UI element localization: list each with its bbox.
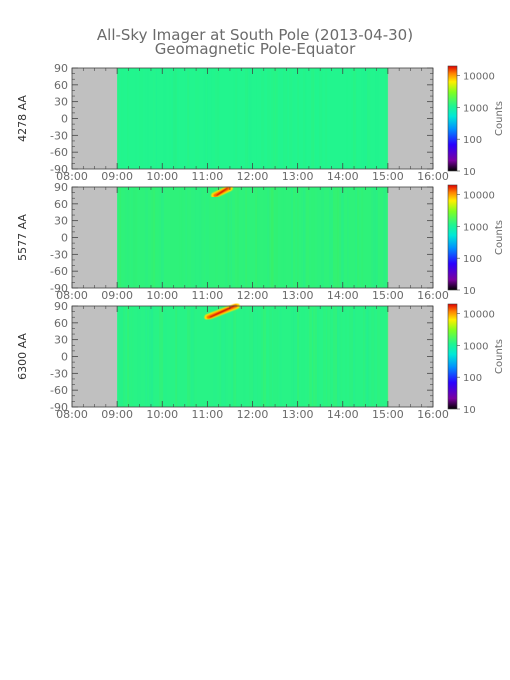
- y-axis-label: 6300 AA: [16, 333, 29, 380]
- x-tick-label: 16:00: [417, 408, 449, 421]
- colorbar-tick-label: 10000: [463, 191, 495, 202]
- x-tick-label: 14:00: [327, 289, 359, 302]
- figure-subtitle: Geomagnetic Pole-Equator: [155, 40, 356, 58]
- x-tick-label: 08:00: [56, 408, 88, 421]
- y-tick-label: -90: [50, 163, 68, 176]
- x-tick-label: 15:00: [372, 408, 404, 421]
- x-tick-label: 14:00: [327, 170, 359, 183]
- x-tick-label: 13:00: [282, 408, 314, 421]
- colorbar-tick-label: 1000: [463, 341, 488, 352]
- y-tick-label: 60: [54, 198, 68, 211]
- x-tick-label: 09:00: [101, 289, 133, 302]
- y-tick-label: 60: [54, 317, 68, 330]
- colorbar-tick-label: 1000: [463, 222, 488, 233]
- y-tick-label: 0: [61, 113, 68, 126]
- x-tick-label: 10:00: [146, 408, 178, 421]
- x-tick-label: 14:00: [327, 408, 359, 421]
- colorbar-tick-label: 10000: [463, 310, 495, 321]
- colorbar: 10000 1000 100 10 Counts: [447, 303, 505, 416]
- x-tick-label: 12:00: [237, 408, 269, 421]
- colorbar-tick-label: 10: [463, 286, 476, 297]
- y-tick-label: 30: [54, 96, 68, 109]
- x-tick-label: 15:00: [372, 170, 404, 183]
- x-tick-label: 11:00: [192, 289, 224, 302]
- y-tick-label: -90: [50, 401, 68, 414]
- y-tick-label: 90: [54, 300, 68, 313]
- y-tick-label: 0: [61, 351, 68, 364]
- x-tick-label: 08:00: [56, 170, 88, 183]
- colorbar-label: Counts: [494, 220, 505, 255]
- colorbar-tick-label: 10: [463, 405, 476, 416]
- colorbar-tick-label: 100: [463, 254, 482, 265]
- colorbar-label: Counts: [494, 339, 505, 374]
- y-tick-label: -30: [50, 129, 68, 142]
- x-tick-label: 13:00: [282, 170, 314, 183]
- y-tick-label: 90: [54, 181, 68, 194]
- aurora-feature: [211, 185, 233, 199]
- colorbar: 10000 1000 100 10 Counts: [447, 65, 505, 178]
- x-tick-label: 13:00: [282, 289, 314, 302]
- y-axis-label: 4278 AA: [16, 95, 29, 142]
- x-tick-label: 10:00: [146, 289, 178, 302]
- x-tick-label: 08:00: [56, 289, 88, 302]
- intensity-texture: [117, 68, 390, 169]
- x-tick-label: 12:00: [237, 170, 269, 183]
- y-tick-label: -30: [50, 367, 68, 380]
- y-tick-label: -30: [50, 248, 68, 261]
- colorbar-label: Counts: [494, 101, 505, 136]
- y-tick-label: 60: [54, 79, 68, 92]
- x-tick-label: 09:00: [101, 170, 133, 183]
- x-tick-label: 12:00: [237, 289, 269, 302]
- y-tick-label: 30: [54, 334, 68, 347]
- data-window: [117, 306, 388, 407]
- y-tick-label: -60: [50, 384, 68, 397]
- colorbar-tick-label: 1000: [463, 103, 488, 114]
- x-tick-label: 16:00: [417, 170, 449, 183]
- x-tick-label: 10:00: [146, 170, 178, 183]
- y-tick-label: 0: [61, 232, 68, 245]
- colorbar-tick-label: 100: [463, 135, 482, 146]
- colorbar-tick-label: 100: [463, 373, 482, 384]
- colorbar-tick-label: 10000: [463, 72, 495, 83]
- y-tick-label: -60: [50, 265, 68, 278]
- data-window: [117, 68, 388, 169]
- y-tick-label: 30: [54, 215, 68, 228]
- x-tick-label: 11:00: [192, 408, 224, 421]
- colorbar-tick-label: 10: [463, 167, 476, 178]
- colorbar: 10000 1000 100 10 Counts: [447, 184, 505, 297]
- y-axis-label: 5577 AA: [16, 214, 29, 261]
- x-tick-label: 09:00: [101, 408, 133, 421]
- intensity-texture: [119, 306, 390, 407]
- figure-title: All-Sky Imager at South Pole (2013-04-30…: [97, 26, 413, 44]
- intensity-texture: [119, 187, 387, 288]
- x-tick-label: 16:00: [417, 289, 449, 302]
- data-window: [117, 187, 388, 288]
- y-tick-label: 90: [54, 62, 68, 75]
- x-tick-label: 11:00: [192, 170, 224, 183]
- y-tick-label: -90: [50, 282, 68, 295]
- x-tick-label: 15:00: [372, 289, 404, 302]
- y-tick-label: -60: [50, 146, 68, 159]
